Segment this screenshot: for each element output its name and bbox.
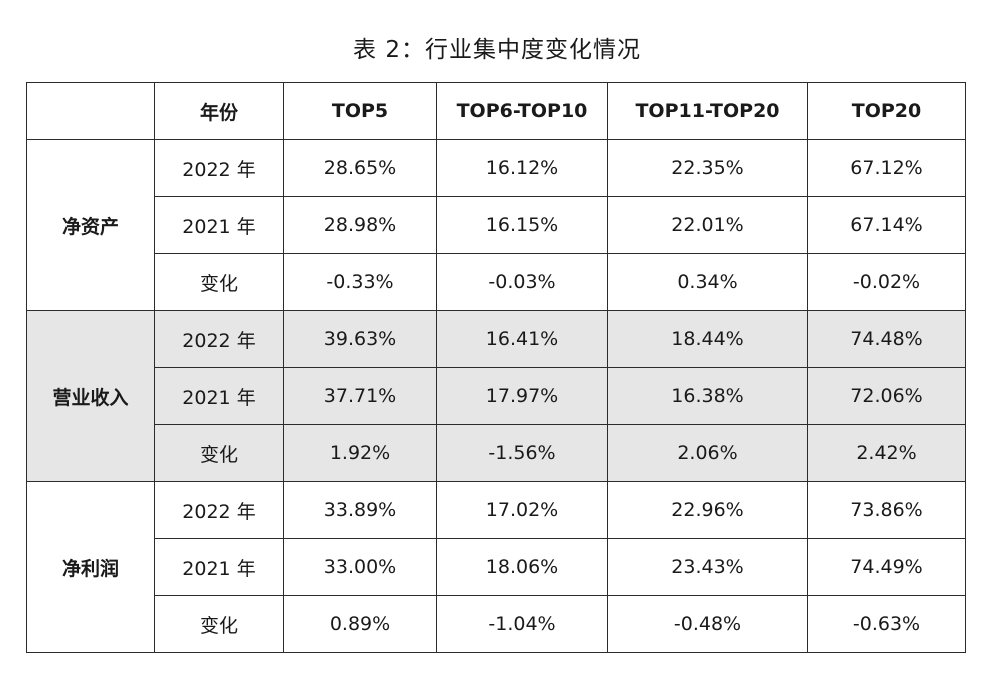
header-top20: TOP20 — [807, 82, 966, 140]
table-row: 2021 年 28.98% 16.15% 22.01% 67.14% — [27, 196, 966, 254]
cell-year: 2021 年 — [154, 196, 284, 254]
cell-top11-top20: 18.44% — [607, 310, 808, 368]
cell-year: 2021 年 — [154, 367, 284, 425]
cell-year: 变化 — [154, 253, 284, 311]
cell-top20: 2.42% — [807, 424, 966, 482]
group-label-net-assets: 净资产 — [26, 139, 155, 311]
table-row: 变化 1.92% -1.56% 2.06% 2.42% — [27, 424, 966, 482]
cell-top11-top20: 22.96% — [607, 481, 808, 539]
cell-top6-top10: -0.03% — [436, 253, 608, 311]
cell-top6-top10: -1.04% — [436, 595, 608, 653]
cell-year: 2021 年 — [154, 538, 284, 596]
cell-top11-top20: 0.34% — [607, 253, 808, 311]
cell-top5: 0.89% — [283, 595, 437, 653]
cell-top6-top10: 17.97% — [436, 367, 608, 425]
cell-top5: -0.33% — [283, 253, 437, 311]
header-top11-top20: TOP11-TOP20 — [607, 82, 808, 140]
group-label-net-profit: 净利润 — [26, 481, 155, 653]
cell-top6-top10: 18.06% — [436, 538, 608, 596]
header-year: 年份 — [154, 82, 284, 140]
cell-top20: 74.49% — [807, 538, 966, 596]
cell-top11-top20: 2.06% — [607, 424, 808, 482]
cell-top6-top10: 17.02% — [436, 481, 608, 539]
cell-top11-top20: 16.38% — [607, 367, 808, 425]
cell-top20: 67.14% — [807, 196, 966, 254]
header-top6-top10: TOP6-TOP10 — [436, 82, 608, 140]
cell-top20: -0.63% — [807, 595, 966, 653]
table-row: 变化 -0.33% -0.03% 0.34% -0.02% — [27, 253, 966, 311]
cell-top11-top20: 23.43% — [607, 538, 808, 596]
cell-year: 变化 — [154, 595, 284, 653]
cell-year: 2022 年 — [154, 139, 284, 197]
cell-top5: 33.89% — [283, 481, 437, 539]
cell-top5: 1.92% — [283, 424, 437, 482]
table-caption: 表 2：行业集中度变化情况 — [353, 37, 641, 63]
cell-top6-top10: 16.41% — [436, 310, 608, 368]
header-corner — [26, 82, 155, 140]
table-row: 变化 0.89% -1.04% -0.48% -0.63% — [27, 595, 966, 653]
group-label-revenue: 营业收入 — [26, 310, 155, 482]
cell-top5: 28.65% — [283, 139, 437, 197]
table-row: 2021 年 37.71% 17.97% 16.38% 72.06% — [27, 367, 966, 425]
table-row: 净利润 2022 年 33.89% 17.02% 22.96% 73.86% — [26, 481, 966, 653]
table-body: 净资产 2022 年 28.65% 16.12% 22.35% 67.12% 2… — [26, 139, 966, 653]
table-row: 净资产 2022 年 28.65% 16.12% 22.35% 67.12% — [26, 139, 966, 311]
cell-top11-top20: 22.01% — [607, 196, 808, 254]
cell-year: 2022 年 — [154, 481, 284, 539]
cell-year: 变化 — [154, 424, 284, 482]
cell-top20: 67.12% — [807, 139, 966, 197]
cell-top5: 37.71% — [283, 367, 437, 425]
cell-top20: 74.48% — [807, 310, 966, 368]
cell-top11-top20: -0.48% — [607, 595, 808, 653]
cell-top5: 28.98% — [283, 196, 437, 254]
header-row: 年份 TOP5 TOP6-TOP10 TOP11-TOP20 TOP20 — [26, 82, 966, 140]
cell-top5: 39.63% — [283, 310, 437, 368]
header-top5: TOP5 — [283, 82, 437, 140]
cell-top11-top20: 22.35% — [607, 139, 808, 197]
concentration-table: 年份 TOP5 TOP6-TOP10 TOP11-TOP20 TOP20 净资产… — [26, 82, 966, 653]
cell-year: 2022 年 — [154, 310, 284, 368]
table-row: 2021 年 33.00% 18.06% 23.43% 74.49% — [27, 538, 966, 596]
cell-top6-top10: 16.12% — [436, 139, 608, 197]
table-row: 营业收入 2022 年 39.63% 16.41% 18.44% 74.48% — [26, 310, 966, 482]
cell-top5: 33.00% — [283, 538, 437, 596]
cell-top6-top10: -1.56% — [436, 424, 608, 482]
cell-top6-top10: 16.15% — [436, 196, 608, 254]
cell-top20: 72.06% — [807, 367, 966, 425]
cell-top20: -0.02% — [807, 253, 966, 311]
cell-top20: 73.86% — [807, 481, 966, 539]
